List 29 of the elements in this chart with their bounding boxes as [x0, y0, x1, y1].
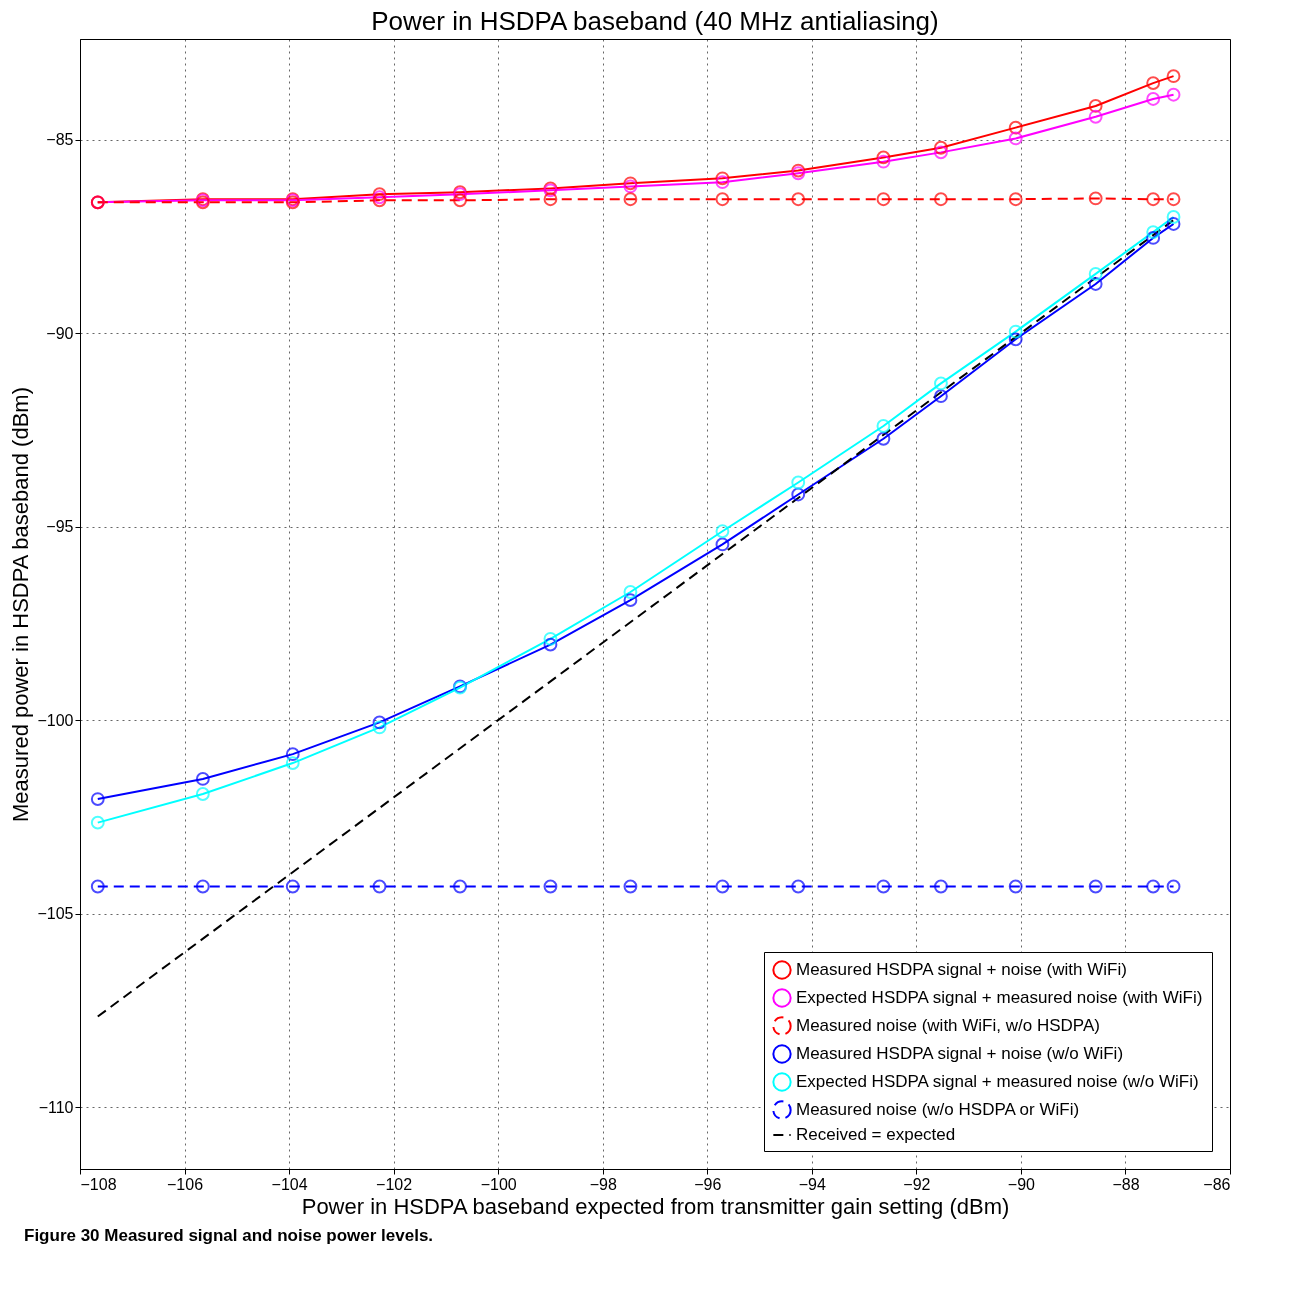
- x-tick-label: −100: [480, 1175, 517, 1193]
- x-tick-label: −90: [1007, 1175, 1036, 1193]
- x-tick-label: −98: [589, 1175, 617, 1193]
- y-axis-title: Measured power in HSDPA baseband (dBm): [8, 387, 34, 822]
- legend-label: Expected HSDPA signal + measured noise (w/o WiFi): [796, 1072, 1199, 1091]
- x-tick-label: −106: [167, 1175, 204, 1193]
- y-tick-label: −95: [46, 518, 74, 536]
- legend-label: Measured HSDPA signal + noise (with WiFi): [796, 960, 1127, 979]
- x-axis-title: Power in HSDPA baseband expected from transmitter gain setting (dBm): [301, 1193, 1010, 1219]
- legend-label: Received = expected: [796, 1125, 956, 1144]
- x-tick-label: −94: [798, 1175, 826, 1193]
- chart-title: Power in HSDPA baseband (40 MHz antialiasing): [371, 6, 939, 36]
- x-tick-label: −88: [1112, 1175, 1140, 1193]
- x-tick-label: −108: [80, 1175, 117, 1193]
- y-tick-label: −90: [46, 324, 74, 342]
- legend-label: Measured noise (w/o HSDPA or WiFi): [796, 1100, 1080, 1119]
- x-tick-label: −104: [271, 1175, 308, 1193]
- y-tick-label: −85: [46, 131, 74, 149]
- legend-label: Measured HSDPA signal + noise (w/o WiFi): [796, 1044, 1124, 1063]
- legend-label: Measured noise (with WiFi, w/o HSDPA): [796, 1016, 1100, 1035]
- caption: Figure 30 Measured signal and noise power levels.: [24, 1226, 435, 1246]
- y-tick-label: −105: [37, 905, 74, 923]
- x-tick-label: −92: [903, 1175, 931, 1193]
- legend-label: Expected HSDPA signal + measured noise (with WiFi): [796, 988, 1203, 1007]
- x-tick-label: −96: [694, 1175, 722, 1193]
- y-tick-label: −100: [37, 711, 74, 729]
- y-tick-label: −110: [38, 1098, 74, 1116]
- x-tick-label: −102: [376, 1175, 413, 1193]
- x-tick-label: −86: [1203, 1175, 1231, 1193]
